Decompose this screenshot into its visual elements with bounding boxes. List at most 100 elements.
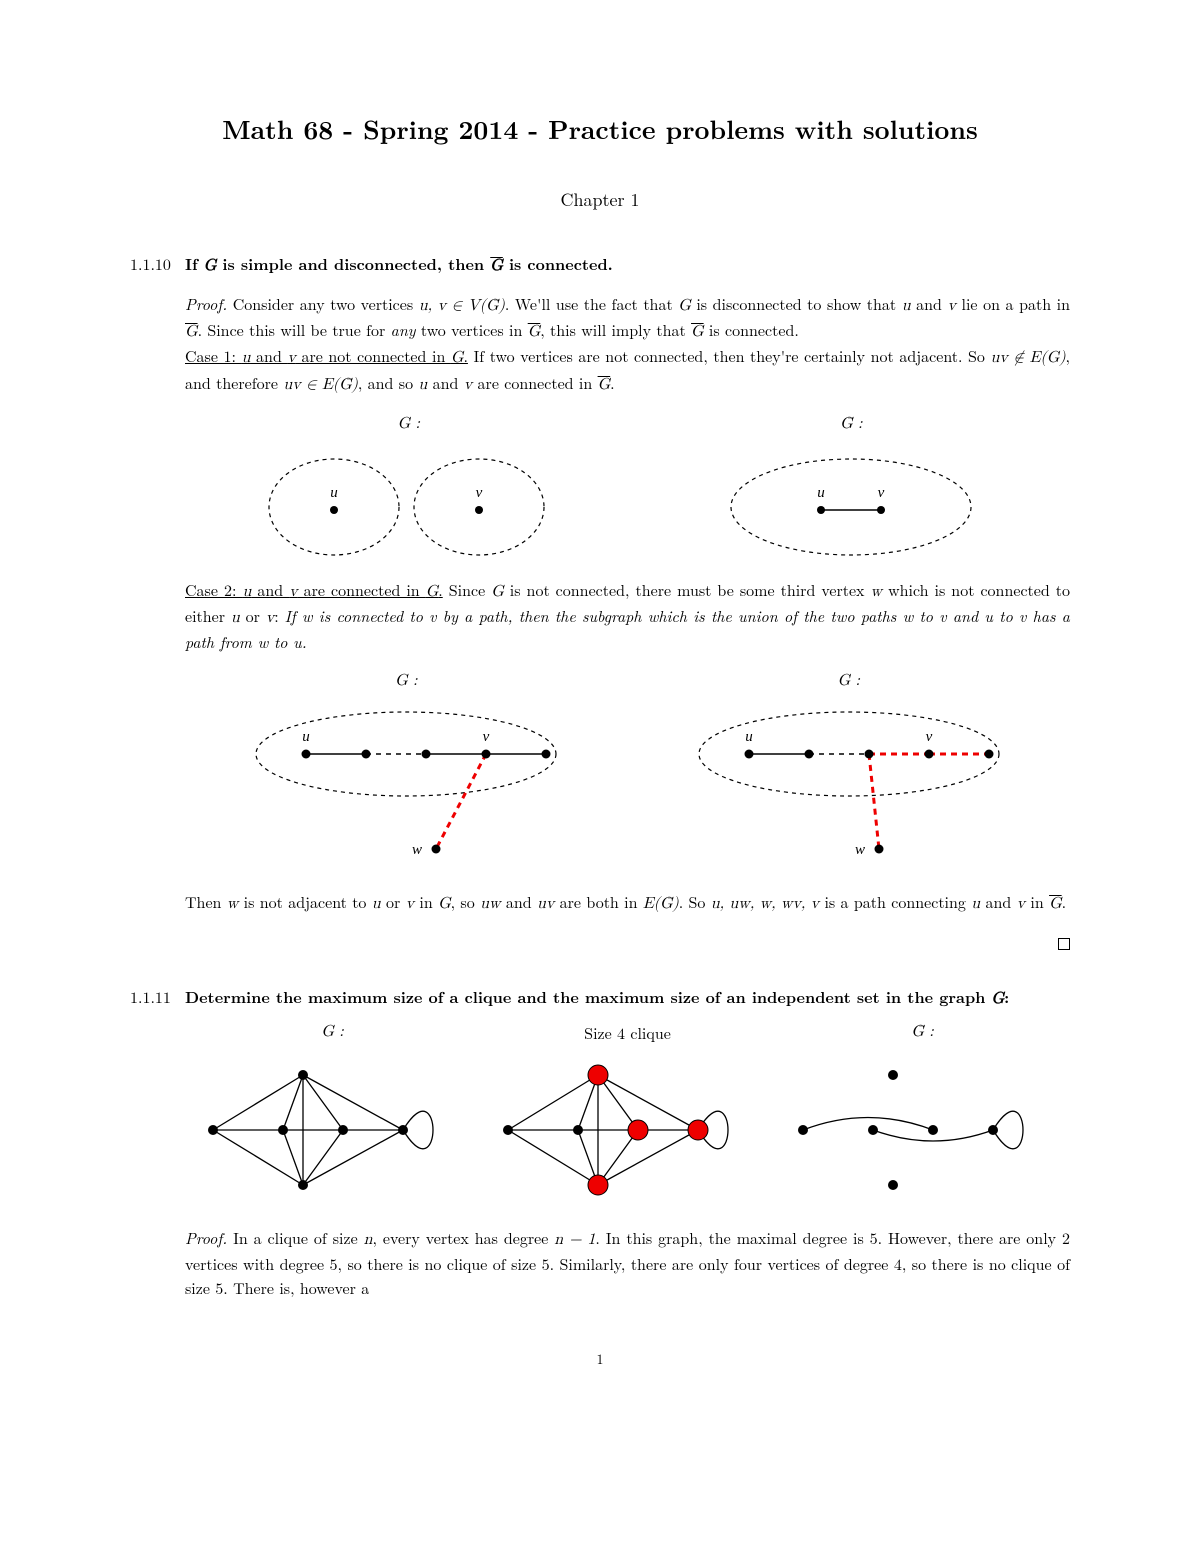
math: u [372, 896, 381, 912]
math: u, v ∈ V(Ḡ) [419, 298, 505, 314]
page-title: Math 68 - Spring 2014 - Practice problem… [130, 110, 1070, 147]
svg-text:w: w [412, 842, 422, 858]
diagram-label: G : [254, 413, 564, 436]
text: : [1004, 985, 1009, 1008]
svg-text:v: v [878, 485, 885, 501]
math: w [871, 584, 883, 600]
text: , every vertex has degree [373, 1226, 555, 1249]
diagram-label: G : [679, 670, 1019, 693]
graph-svg [488, 1050, 768, 1210]
text: . We'll use the fact that [505, 292, 678, 315]
math: G [491, 584, 504, 600]
text: . So [679, 890, 711, 913]
graph-svg: u v w [236, 699, 576, 874]
problem-1-1-10: 1.1.10 If G is simple and disconnected, … [130, 252, 1070, 955]
diagram-label: G : [236, 670, 576, 693]
svg-text:v: v [483, 729, 490, 745]
text: If two vertices are not connected, then … [468, 344, 991, 367]
text: or [381, 890, 406, 913]
text: is not adjacent to [238, 890, 371, 913]
math: G [598, 377, 611, 393]
text: is simple and disconnected, then [216, 252, 490, 275]
math: G [490, 258, 503, 274]
math: u [902, 298, 911, 314]
text: and [911, 292, 948, 315]
text: is disconnected to show that [691, 292, 902, 315]
proof-body: Proof. Consider any two vertices u, v ∈ … [185, 292, 1070, 955]
text: . [1062, 890, 1066, 913]
svg-text:u: u [745, 729, 753, 745]
math: uw [480, 896, 500, 912]
text: are connected in [472, 371, 597, 394]
text: . Since this will be true for [198, 318, 391, 341]
text: is connected. [503, 252, 613, 275]
svg-text:w: w [855, 842, 865, 858]
math: G [528, 324, 541, 340]
math: u, uw, w, wv, v [711, 896, 819, 912]
problem-statement: If G is simple and disconnected, then G … [185, 252, 1070, 276]
math: uv ∈ E(Ḡ) [283, 377, 358, 393]
math: v [406, 896, 414, 912]
text: Since [443, 578, 491, 601]
graph-svg: u v w [679, 699, 1019, 874]
math: G [992, 991, 1005, 1007]
math: v [464, 377, 472, 393]
math: n − 1 [554, 1232, 595, 1248]
problem-number: 1.1.10 [130, 252, 185, 276]
chapter-heading: Chapter 1 [130, 187, 1070, 212]
text: If [185, 252, 204, 275]
text: and [501, 890, 537, 913]
text: and [427, 371, 463, 394]
problem-number: 1.1.11 [130, 985, 185, 1009]
math: v [948, 298, 956, 314]
problem-1-1-11: 1.1.11 Determine the maximum size of a c… [130, 985, 1070, 1299]
paragraph: Case 2: u and v are connected in G. Sinc… [185, 578, 1070, 654]
text: Determine the maximum size of a clique a… [185, 985, 992, 1008]
math: G [1049, 896, 1062, 912]
text: is connected. [704, 318, 799, 341]
math: u [231, 610, 240, 626]
math: w [227, 896, 239, 912]
text: lie on a path in [956, 292, 1070, 315]
text: Consider any two vertices [233, 292, 419, 315]
graph-svg: uv [254, 442, 564, 562]
qed [185, 932, 1070, 955]
paragraph: Proof. In a clique of size n, every vert… [185, 1226, 1070, 1299]
text: , so [451, 890, 480, 913]
proof-body: G : Size 4 clique Ḡ : Proof. In a clique… [185, 1021, 1070, 1299]
proof-label: Proof. [185, 292, 227, 315]
text: are both in [554, 890, 643, 913]
paragraph: Then w is not adjacent to u or v in G, s… [185, 890, 1070, 916]
svg-text:u: u [818, 485, 826, 501]
text: is a path connecting [819, 890, 971, 913]
graph-svg [783, 1050, 1063, 1210]
math: G [185, 324, 198, 340]
math: u [418, 377, 427, 393]
math: u [971, 896, 980, 912]
diagram-clique: G : Size 4 clique Ḡ : [185, 1021, 1070, 1210]
page-number: 1 [130, 1349, 1070, 1369]
graph-svg [193, 1050, 473, 1210]
diagram-label: G : [193, 1021, 473, 1044]
math: G [204, 258, 217, 274]
svg-text:u: u [303, 729, 311, 745]
text: : [274, 604, 284, 627]
diagram-label: Size 4 clique [488, 1021, 768, 1044]
text: in [414, 890, 438, 913]
math: E(Ḡ) [643, 896, 679, 912]
diagram-label: Ḡ : [701, 413, 1001, 436]
proof-label: Proof. [185, 1226, 227, 1249]
text: In a clique of size [233, 1226, 364, 1249]
math: n [364, 1232, 373, 1248]
text: , and so [358, 371, 419, 394]
text: . [610, 371, 614, 394]
text: , this will imply that [540, 318, 691, 341]
text: and [980, 890, 1016, 913]
math: G [438, 896, 451, 912]
svg-text:v: v [925, 729, 932, 745]
qed-box-icon [1058, 938, 1070, 950]
case-label: Case 1: u and v are not connected in G. [185, 344, 468, 367]
diagram-case1: G : uv Ḡ : uv [185, 413, 1070, 562]
text: or [240, 604, 266, 627]
problem-statement: Determine the maximum size of a clique a… [185, 985, 1070, 1009]
